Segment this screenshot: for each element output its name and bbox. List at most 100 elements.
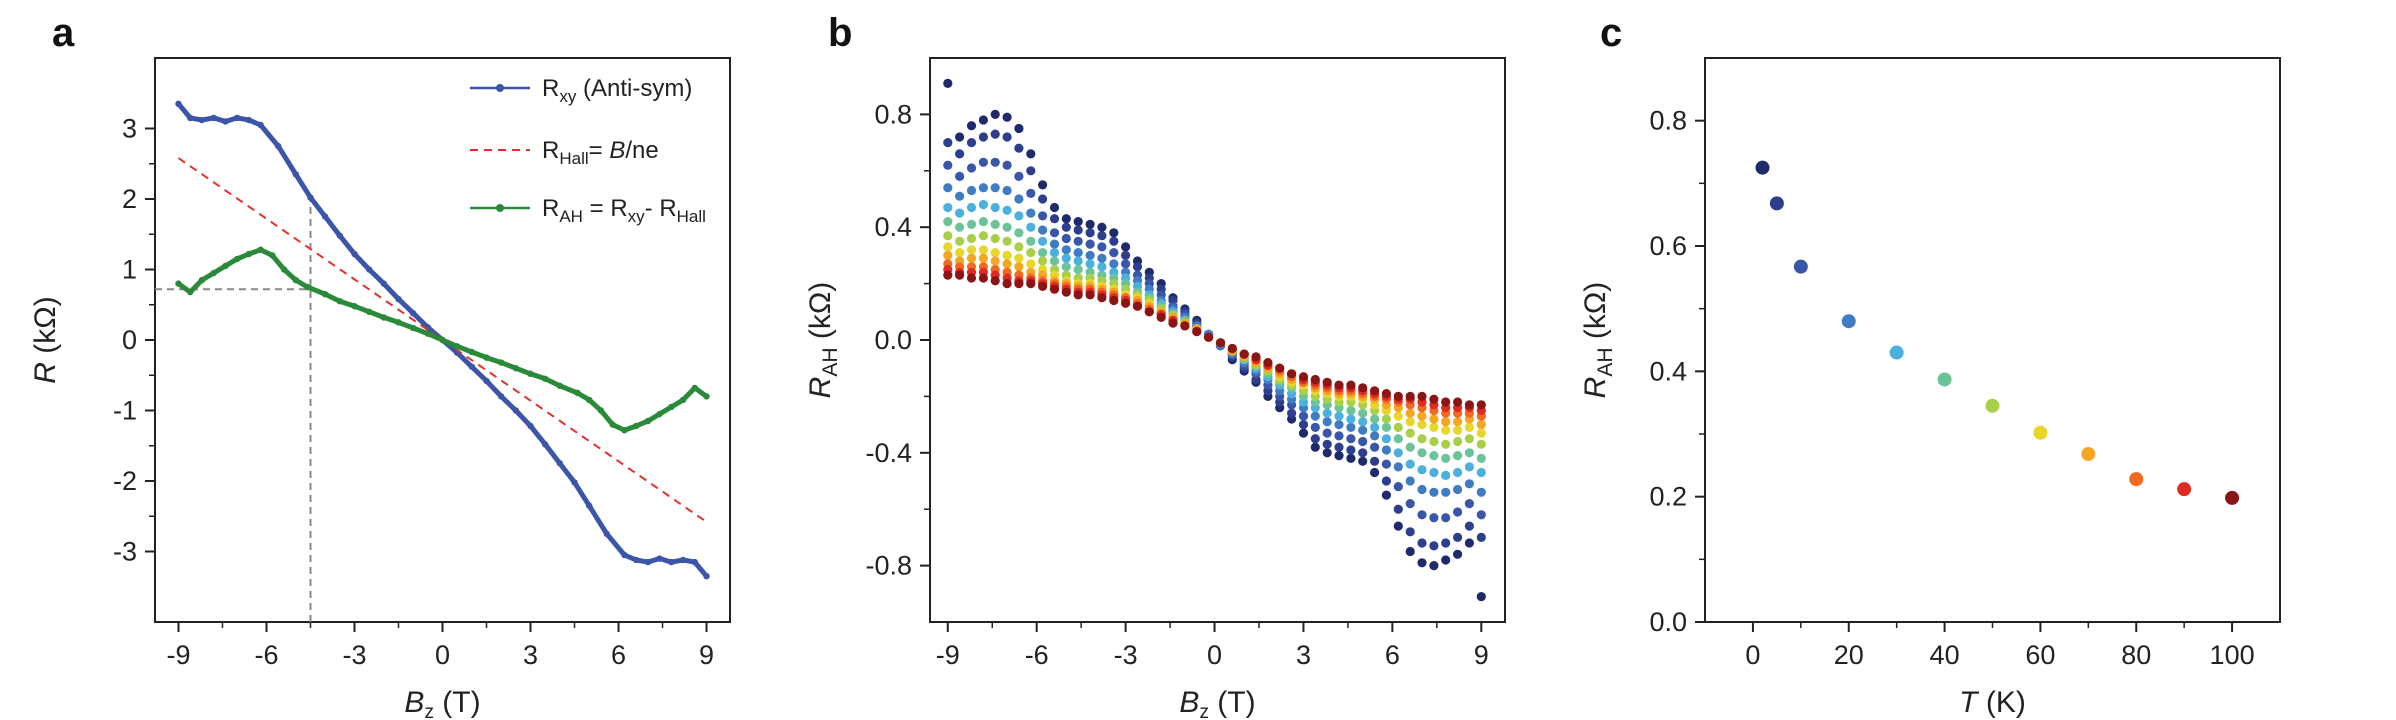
y-tick-label: 0.4 <box>1649 356 1687 386</box>
data-point <box>439 336 446 344</box>
x-tick-label: 3 <box>1296 640 1311 670</box>
data-point-T5 <box>1287 408 1297 418</box>
data-point-T60 <box>1476 428 1486 438</box>
data-point <box>585 396 593 404</box>
data-point-T30 <box>1476 467 1486 478</box>
data-point-T10 <box>1358 436 1368 447</box>
series-line-1 <box>177 157 708 523</box>
data-point-T100 <box>1180 321 1190 331</box>
data-point-T60 <box>1026 259 1036 269</box>
data-point-T70 <box>1405 408 1415 418</box>
data-point-T10 <box>1334 431 1344 441</box>
data-point <box>556 382 564 390</box>
x-tick-label: -9 <box>936 640 960 670</box>
data-point <box>512 365 520 372</box>
data-point-T70 <box>1476 420 1486 430</box>
data-point-T50 <box>1441 439 1451 449</box>
data-point-T30 <box>1358 417 1368 427</box>
data-point-T5 <box>1014 143 1024 153</box>
data-point <box>351 302 358 310</box>
data-point <box>541 375 549 382</box>
data-point <box>222 118 229 125</box>
data-point <box>512 407 520 414</box>
data-point <box>395 295 402 303</box>
data-point-T10 <box>1014 171 1024 181</box>
data-point-T10 <box>1453 507 1463 517</box>
y-tick-label: 0.8 <box>874 99 912 129</box>
data-point <box>380 314 388 321</box>
legend-marker <box>496 84 504 92</box>
data-point-T70 <box>1002 259 1012 269</box>
data-point-T40 <box>1381 422 1391 432</box>
data-point-T30 <box>1049 248 1060 258</box>
chart-panel-c: 0 20 40 60 80 100 0.0 0.2 0.4 0.6 0.8 T (K) RAH (kΩ) <box>1579 57 2281 719</box>
data-point <box>483 354 490 361</box>
data-point <box>621 427 628 434</box>
plot-frame-c <box>1704 57 2281 623</box>
data-point-T30 <box>1085 259 1095 269</box>
data-point-T20 <box>1322 417 1332 427</box>
data-point <box>351 250 358 258</box>
data-point-T10 <box>966 163 977 173</box>
data-point <box>292 171 300 178</box>
data-point-T20 <box>1334 420 1344 430</box>
data-point <box>497 359 505 366</box>
data-point-T2 <box>1109 228 1119 238</box>
data-point-T2 <box>1346 453 1356 463</box>
data-point-T50 <box>966 233 977 244</box>
data-point-T20 <box>1417 484 1427 495</box>
data-point-T5 <box>1429 541 1439 551</box>
data-point-11 <box>2225 490 2240 505</box>
data-point-T100 <box>1014 279 1024 289</box>
data-point-T100 <box>1322 377 1332 387</box>
data-point-T10 <box>1049 228 1060 238</box>
data-point-T70 <box>990 256 1000 266</box>
data-point-T100 <box>1144 307 1154 317</box>
data-point-T20 <box>1085 250 1095 260</box>
y-tick-label: 0.8 <box>1649 106 1687 136</box>
data-point-T2 <box>1038 180 1048 190</box>
data-point-T40 <box>1453 451 1463 461</box>
data-point-T30 <box>1002 205 1012 215</box>
data-point-T20 <box>1002 185 1012 196</box>
data-point <box>632 422 640 430</box>
data-point-T30 <box>1026 222 1036 232</box>
data-point <box>395 319 402 326</box>
data-point-T100 <box>1263 358 1273 368</box>
x-tick-label: 9 <box>699 640 714 670</box>
data-point-T60 <box>1417 420 1427 430</box>
data-point <box>468 363 476 370</box>
data-point-T100 <box>1061 287 1071 297</box>
data-point-T5 <box>1038 194 1048 204</box>
data-point-T100 <box>1310 374 1320 385</box>
data-point-4 <box>1889 345 1904 360</box>
data-point-T40 <box>1393 434 1403 444</box>
data-point-T100 <box>1358 383 1368 393</box>
data-point-T10 <box>1441 513 1451 523</box>
data-point-T2 <box>1393 521 1403 531</box>
data-point <box>527 422 534 430</box>
y-tick-label: -3 <box>113 537 137 567</box>
data-point-T40 <box>1405 442 1415 452</box>
data-point-T30 <box>1429 467 1439 478</box>
data-point-T100 <box>1429 394 1439 404</box>
data-point-T10 <box>1370 442 1380 452</box>
data-point-T2 <box>1002 112 1012 122</box>
data-point-T10 <box>1310 422 1320 432</box>
y-tick-label: 0.0 <box>1649 607 1687 637</box>
data-point-T10 <box>1346 434 1356 444</box>
data-point-T100 <box>1405 391 1415 401</box>
x-tick-label: 20 <box>1834 640 1864 670</box>
data-point-T50 <box>1464 434 1474 444</box>
x-tick-label: -9 <box>166 640 190 670</box>
y-tick-label: -0.4 <box>865 438 912 468</box>
data-point-8 <box>2081 447 2096 462</box>
data-point-T50 <box>943 231 953 241</box>
data-point-T30 <box>978 200 989 210</box>
data-point-T20 <box>1476 487 1486 497</box>
y-axis-label: R (kΩ) <box>29 296 62 383</box>
data-point-T20 <box>1109 259 1119 269</box>
data-point <box>453 343 461 350</box>
data-point <box>307 194 314 201</box>
data-point-T10 <box>990 157 1000 167</box>
